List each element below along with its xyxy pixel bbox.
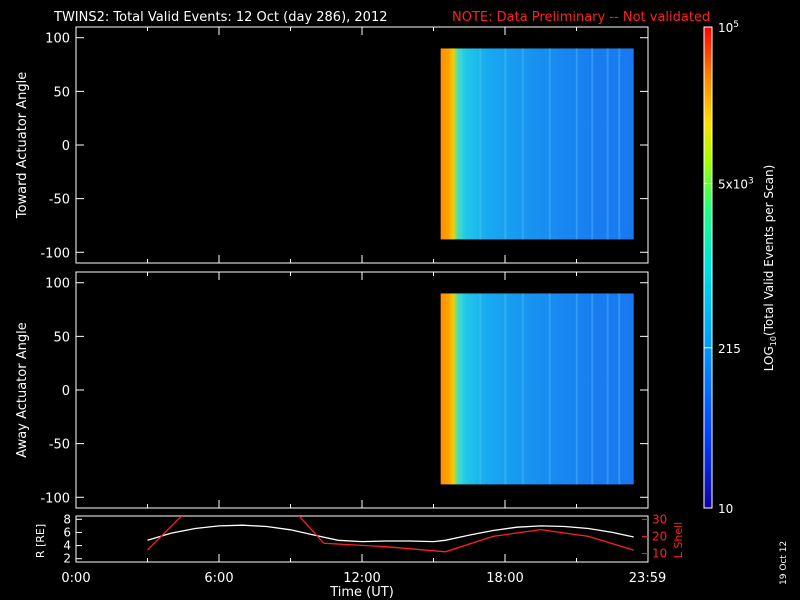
orbit-ytick-right-label-0: 10 <box>652 546 667 560</box>
x-tick-label-0: 0:00 <box>61 571 90 586</box>
orbit-ylabel-left: R [RE] <box>34 524 47 558</box>
orbit-lines <box>147 516 634 553</box>
away-heatmap-stripe-5 <box>575 293 578 485</box>
orbit-ytick-label-1: 4 <box>63 539 71 553</box>
toward-heatmap <box>440 48 634 240</box>
colorbar-tick-label-2: 215 <box>718 342 741 356</box>
toward-angle-panel: 100 50 0 -50 -100 Toward Actuator Angle <box>15 26 649 264</box>
orbit-ytick-label-0: 2 <box>63 552 71 566</box>
toward-heatmap-stripe-2 <box>504 48 507 240</box>
away-heatmap-stripe-0 <box>459 293 462 485</box>
toward-heatmap-stripe-5 <box>575 48 578 240</box>
away-ytick-label-2: 0 <box>62 384 70 399</box>
toward-heatmap-stripe-8 <box>618 48 621 240</box>
away-heatmap-stripe-6 <box>591 293 594 485</box>
colorbar-ticks: 105 5x103 215 10 <box>704 20 754 516</box>
away-ytick-label-3: -50 <box>49 438 70 453</box>
away-heatmap-stripe-3 <box>521 293 524 485</box>
toward-ytick-label-4: -100 <box>40 246 70 261</box>
toward-ytick-label-0: 100 <box>45 32 70 47</box>
colorbar-tick-label-0: 105 <box>718 20 739 35</box>
away-ylabel: Away Actuator Angle <box>15 322 30 457</box>
colorbar-tick-label-3: 10 <box>718 502 733 516</box>
away-heatmap-stripe-8 <box>618 293 621 485</box>
toward-heatmap-stripe-3 <box>521 48 524 240</box>
toward-heatmap-stripe-6 <box>591 48 594 240</box>
toward-heatmap-stripe-4 <box>548 48 551 240</box>
away-y-axis: 100 50 0 -50 -100 <box>40 272 649 508</box>
toward-heatmap-block <box>440 48 634 240</box>
x-axis-label: Time (UT) <box>329 585 394 600</box>
away-heatmap <box>440 293 634 485</box>
toward-heatmap-stripe-7 <box>606 48 609 240</box>
away-ytick-label-1: 50 <box>53 330 70 345</box>
away-heatmap-stripe-1 <box>479 293 482 485</box>
away-heatmap-block <box>440 293 634 485</box>
away-ytick-label-0: 100 <box>45 277 70 292</box>
side-date: 19 Oct 12 <box>779 541 789 585</box>
away-heatmap-stripe-2 <box>504 293 507 485</box>
x-tick-label-4: 23:59 <box>629 571 666 586</box>
toward-ytick-label-2: 0 <box>62 139 70 154</box>
orbit-series-r <box>147 524 634 543</box>
toward-ytick-label-1: 50 <box>53 85 70 100</box>
orbit-ytick-right-label-1: 20 <box>652 529 667 543</box>
toward-ylabel: Toward Actuator Angle <box>15 72 30 219</box>
orbit-series-l-shell <box>147 516 634 553</box>
toward-ytick-label-3: -50 <box>49 193 70 208</box>
x-tick-label-2: 12:00 <box>343 571 380 586</box>
away-heatmap-stripe-7 <box>606 293 609 485</box>
preliminary-note: NOTE: Data Preliminary -- Not validated <box>452 10 710 25</box>
toward-heatmap-stripe-0 <box>459 48 462 240</box>
orbit-ytick-right-label-2: 30 <box>652 512 667 526</box>
orbit-ytick-label-2: 6 <box>63 525 71 539</box>
x-tick-label-3: 18:00 <box>486 571 523 586</box>
toward-heatmap-stripe-1 <box>479 48 482 240</box>
orbit-ylabel-right: L Shell <box>672 522 685 558</box>
away-angle-panel: 100 50 0 -50 -100 Away Actuator Angle <box>15 271 649 509</box>
colorbar-label: LOG10(Total Valid Events per Scan) <box>762 165 778 372</box>
colorbar: 105 5x103 215 10 LOG10(Total Valid Events p… <box>703 20 778 516</box>
x-tick-label-1: 6:00 <box>204 571 233 586</box>
orbit-ytick-label-3: 8 <box>63 512 71 526</box>
away-heatmap-stripe-4 <box>548 293 551 485</box>
toward-y-axis: 100 50 0 -50 -100 <box>40 27 649 263</box>
colorbar-gradient <box>703 26 713 509</box>
colorbar-tick-label-1: 5x103 <box>718 176 754 191</box>
away-ytick-label-4: -100 <box>40 491 70 506</box>
chart-title: TWINS2: Total Valid Events: 12 Oct (day … <box>53 10 388 25</box>
